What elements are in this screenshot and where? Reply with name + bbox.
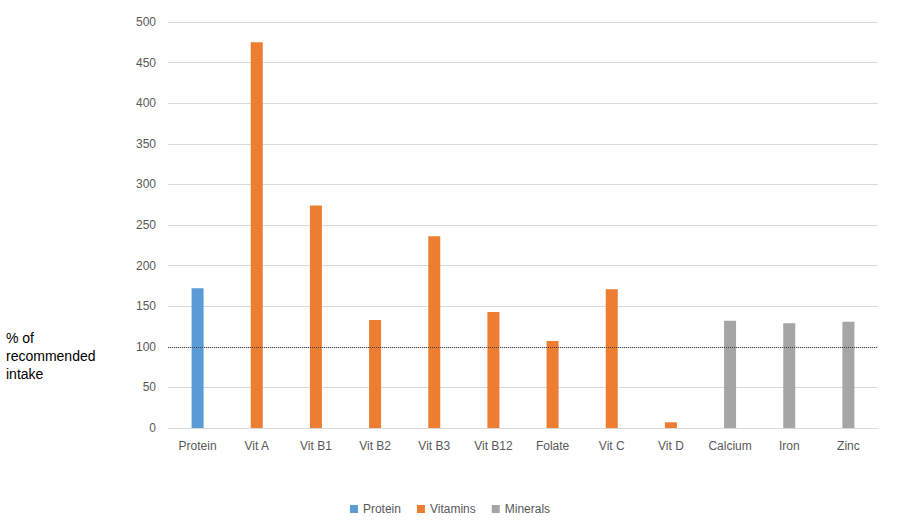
svg-text:100: 100 [136, 340, 156, 354]
svg-text:Iron: Iron [779, 439, 800, 453]
svg-text:Protein: Protein [363, 502, 401, 516]
svg-text:Folate: Folate [536, 439, 570, 453]
svg-text:Vit B12: Vit B12 [474, 439, 513, 453]
svg-text:Zinc: Zinc [837, 439, 860, 453]
svg-text:Vit B3: Vit B3 [418, 439, 450, 453]
svg-text:Vit B1: Vit B1 [300, 439, 332, 453]
svg-text:Vit C: Vit C [599, 439, 625, 453]
svg-text:300: 300 [136, 177, 156, 191]
svg-text:400: 400 [136, 96, 156, 110]
svg-text:Protein: Protein [179, 439, 217, 453]
svg-text:Minerals: Minerals [505, 502, 550, 516]
svg-text:recommended: recommended [6, 348, 99, 364]
svg-text:Vit B2: Vit B2 [359, 439, 391, 453]
svg-text:Vitamins: Vitamins [430, 502, 476, 516]
svg-text:500: 500 [136, 15, 156, 29]
svg-text:% of: % of [6, 330, 38, 346]
svg-text:150: 150 [136, 299, 156, 313]
svg-text:Vit A: Vit A [245, 439, 269, 453]
svg-text:Calcium: Calcium [708, 439, 751, 453]
svg-text:0: 0 [149, 421, 156, 435]
svg-text:200: 200 [136, 259, 156, 273]
svg-text:intake: intake [6, 366, 44, 382]
svg-text:50: 50 [143, 380, 157, 394]
svg-text:350: 350 [136, 137, 156, 151]
svg-text:250: 250 [136, 218, 156, 232]
svg-text:450: 450 [136, 56, 156, 70]
svg-text:Vit D: Vit D [658, 439, 684, 453]
